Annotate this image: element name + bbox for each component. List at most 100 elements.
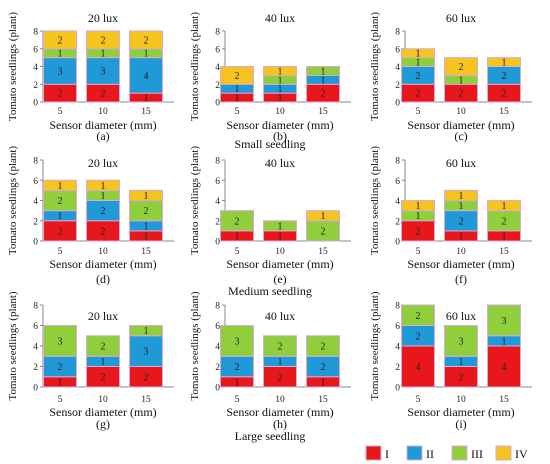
y-tick-label: 2 — [395, 81, 400, 91]
y-tick-label: 6 — [33, 45, 38, 55]
bar-value-label: 1 — [278, 221, 283, 232]
bar-value-label: 1 — [144, 221, 149, 232]
bar-value-label: 1 — [278, 75, 283, 86]
panel-label: (b) — [273, 129, 287, 143]
y-tick-label: 4 — [33, 343, 38, 353]
y-tick-label: 0 — [215, 99, 220, 109]
y-axis-title: Tomato seedlings (plant) — [369, 12, 381, 122]
bar-value-label: 1 — [144, 93, 149, 104]
bar-value-label: 3 — [58, 336, 63, 347]
x-tick-label: 15 — [318, 247, 328, 257]
bar-value-label: 2 — [101, 342, 106, 353]
bar-segment-III — [487, 304, 521, 337]
x-tick-label: 10 — [98, 107, 108, 117]
x-axis-title: Sensor diameter (mm) — [407, 118, 514, 132]
y-tick-label: 6 — [215, 45, 220, 55]
x-axis-title: Sensor diameter (mm) — [407, 257, 514, 271]
bar-value-label: 2 — [459, 372, 464, 383]
bar-value-label: 3 — [144, 347, 149, 358]
panel-label: (h) — [273, 417, 287, 431]
y-tick-label: 2 — [215, 363, 220, 373]
panel-label: (e) — [273, 272, 286, 286]
bar-value-label: 1 — [58, 211, 63, 222]
y-tick-label: 6 — [215, 322, 220, 332]
bar-value-label: 1 — [144, 326, 149, 337]
x-tick-label: 5 — [235, 107, 240, 117]
group-title: Large seedling — [235, 429, 306, 443]
y-tick-label: 4 — [33, 197, 38, 207]
bar-value-label: 1 — [144, 191, 149, 202]
bar-value-label: 2 — [502, 216, 507, 227]
x-tick-label: 5 — [416, 107, 421, 117]
x-tick-label: 5 — [235, 395, 240, 405]
bar-value-label: 2 — [321, 342, 326, 353]
y-axis-title: Tomato seedlings (plant) — [369, 291, 381, 401]
x-tick-label: 5 — [58, 395, 63, 405]
bar-segment-IV — [220, 66, 254, 85]
panel-title: 20 lux — [88, 156, 118, 170]
bar-segment-IV — [487, 200, 521, 212]
x-tick-label: 5 — [58, 247, 63, 257]
y-tick-label: 2 — [33, 217, 38, 227]
bar-value-label: 1 — [58, 377, 63, 388]
bar-segment-IV — [306, 210, 340, 222]
y-tick-label: 4 — [33, 63, 38, 73]
bar-value-label: 2 — [101, 226, 106, 237]
bar-value-label: 2 — [459, 216, 464, 227]
bar-segment-III — [263, 220, 297, 232]
panel-label: (c) — [454, 129, 467, 143]
bar-value-label: 2 — [101, 89, 106, 100]
bar-value-label: 2 — [416, 331, 421, 342]
bar-value-label: 1 — [235, 84, 240, 95]
bar-value-label: 2 — [278, 372, 283, 383]
x-tick-label: 15 — [499, 247, 509, 257]
bar-value-label: 2 — [58, 35, 63, 46]
y-axis-title: Tomato seedlings (plant) — [369, 146, 381, 256]
y-tick-label: 8 — [395, 28, 400, 38]
bar-value-label: 2 — [101, 372, 106, 383]
panel-label: (i) — [455, 417, 466, 431]
y-tick-label: 0 — [215, 238, 220, 248]
bar-segment-IV — [401, 200, 435, 212]
bar-value-label: 1 — [278, 84, 283, 95]
y-tick-label: 4 — [215, 343, 220, 353]
bar-segment-IV — [129, 189, 163, 201]
y-tick-label: 8 — [395, 157, 400, 167]
legend-label: III — [471, 447, 483, 461]
bar-value-label: 1 — [101, 49, 106, 60]
bar-value-label: 2 — [144, 206, 149, 217]
panel-label: (g) — [96, 417, 110, 431]
legend-swatch-I — [365, 445, 382, 461]
panel-title: 60 lux — [446, 156, 476, 170]
bar-value-label: 1 — [416, 49, 421, 60]
y-axis-title: Tomato seedlings (plant) — [189, 291, 201, 401]
y-tick-label: 8 — [215, 302, 220, 312]
bar-segment-III — [220, 210, 254, 232]
bar-value-label: 3 — [58, 66, 63, 77]
legend-label: IV — [515, 447, 528, 461]
bar-segment-III — [401, 304, 435, 326]
y-tick-label: 6 — [395, 322, 400, 332]
bar-value-label: 2 — [321, 89, 326, 100]
y-tick-label: 4 — [395, 63, 400, 73]
bar-value-label: 2 — [321, 226, 326, 237]
x-axis-title: Sensor diameter (mm) — [49, 257, 156, 271]
legend-swatch-IV — [495, 445, 512, 461]
bar-value-label: 1 — [144, 231, 149, 242]
group-title: Small seedling — [235, 137, 306, 151]
y-tick-label: 4 — [395, 343, 400, 353]
bar-segment-IV — [444, 189, 478, 201]
y-tick-label: 0 — [33, 99, 38, 109]
bar-segment-IV — [43, 30, 77, 50]
bar-value-label: 1 — [235, 93, 240, 104]
bar-value-label: 2 — [58, 196, 63, 207]
y-tick-label: 8 — [395, 302, 400, 312]
bar-value-label: 1 — [58, 49, 63, 60]
bar-segment-III — [306, 335, 340, 357]
bar-value-label: 1 — [416, 211, 421, 222]
